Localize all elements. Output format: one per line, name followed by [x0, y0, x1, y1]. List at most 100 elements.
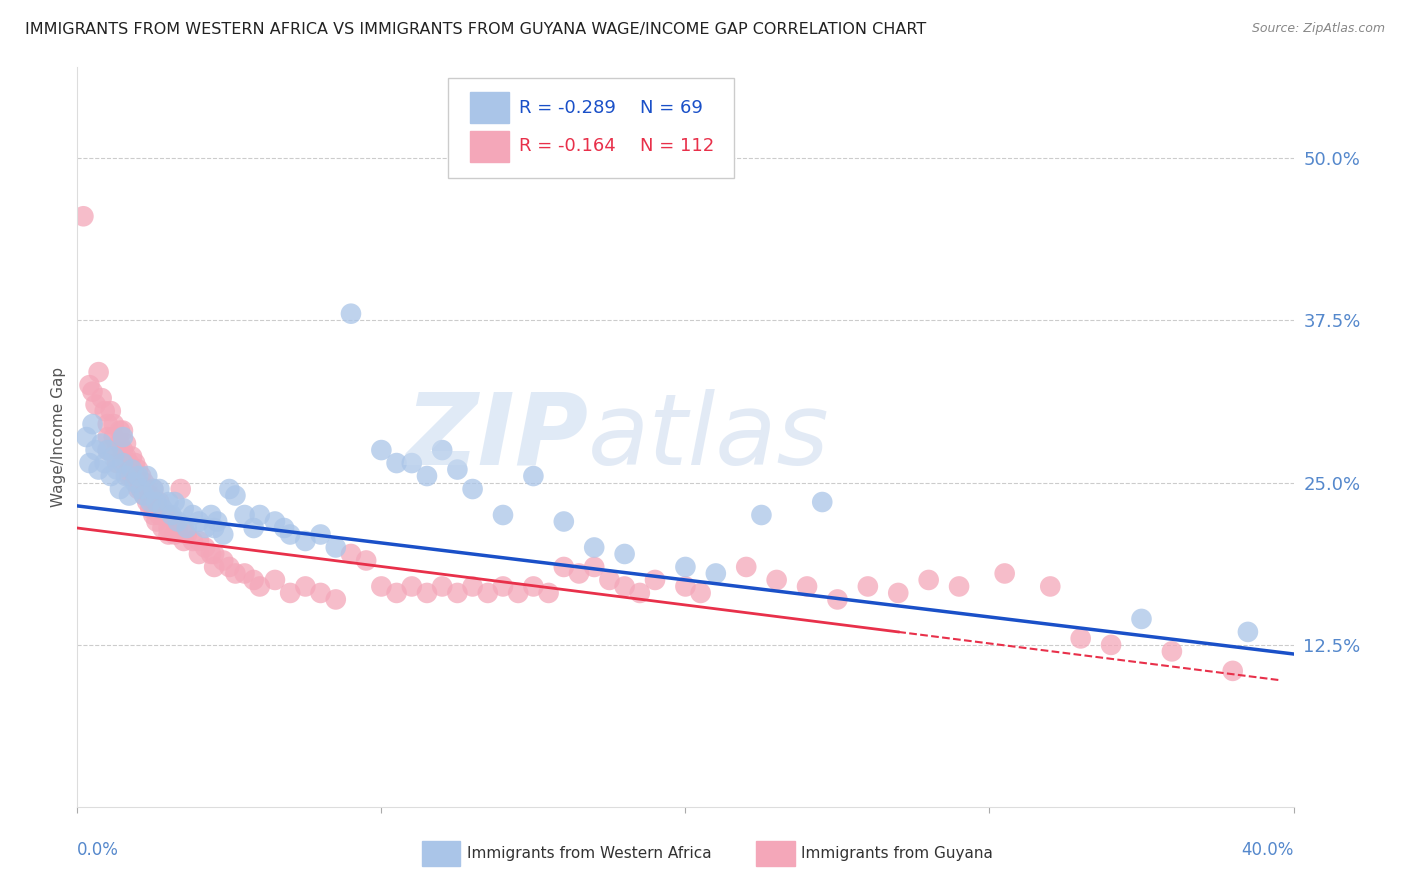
Point: [887, 586, 910, 600]
Point: [765, 573, 787, 587]
Point: [194, 541, 217, 555]
Point: [340, 307, 363, 321]
Text: atlas: atlas: [588, 389, 830, 485]
Point: [97, 417, 120, 431]
Point: [212, 527, 235, 541]
Point: [148, 482, 170, 496]
Point: [148, 508, 170, 522]
Text: R = -0.164: R = -0.164: [519, 137, 616, 155]
Point: [176, 521, 198, 535]
Point: [170, 482, 193, 496]
Point: [129, 482, 152, 496]
Point: [173, 501, 195, 516]
Point: [264, 573, 287, 587]
Point: [273, 521, 295, 535]
Point: [553, 560, 575, 574]
Point: [416, 469, 439, 483]
Point: [188, 533, 211, 548]
Point: [675, 579, 697, 593]
Point: [142, 482, 165, 496]
Point: [294, 579, 316, 593]
Point: [385, 456, 408, 470]
FancyBboxPatch shape: [470, 92, 509, 123]
Point: [136, 469, 159, 483]
Point: [508, 586, 530, 600]
Text: 40.0%: 40.0%: [1241, 840, 1294, 859]
Point: [200, 547, 222, 561]
Point: [194, 521, 217, 535]
Point: [87, 462, 110, 476]
Text: R = -0.289: R = -0.289: [519, 99, 616, 117]
Point: [111, 456, 134, 470]
Point: [856, 579, 879, 593]
FancyBboxPatch shape: [756, 841, 794, 866]
Point: [918, 573, 941, 587]
Point: [205, 515, 228, 529]
Point: [84, 398, 107, 412]
Point: [1039, 579, 1062, 593]
Point: [994, 566, 1017, 581]
Point: [249, 579, 271, 593]
Point: [385, 586, 408, 600]
Point: [202, 521, 225, 535]
Point: [461, 482, 484, 496]
Point: [796, 579, 818, 593]
Point: [461, 579, 484, 593]
Point: [1222, 664, 1244, 678]
Point: [212, 553, 235, 567]
Point: [218, 482, 240, 496]
FancyBboxPatch shape: [449, 78, 734, 178]
Point: [121, 450, 143, 464]
Point: [93, 456, 115, 470]
Point: [157, 521, 180, 535]
Point: [553, 515, 575, 529]
Point: [233, 508, 256, 522]
Point: [121, 462, 143, 476]
FancyBboxPatch shape: [422, 841, 460, 866]
Point: [100, 404, 122, 418]
Point: [111, 456, 134, 470]
Point: [129, 469, 152, 483]
Point: [105, 456, 128, 470]
Point: [173, 521, 195, 535]
Point: [173, 533, 195, 548]
Point: [115, 436, 138, 450]
Point: [163, 515, 186, 529]
Point: [82, 384, 104, 399]
Point: [568, 566, 591, 581]
Point: [200, 508, 222, 522]
Point: [129, 482, 152, 496]
Point: [675, 560, 697, 574]
Point: [537, 586, 560, 600]
Point: [145, 501, 167, 516]
Y-axis label: Wage/Income Gap: Wage/Income Gap: [51, 367, 66, 508]
Point: [82, 417, 104, 431]
Point: [1237, 624, 1260, 639]
Point: [224, 566, 246, 581]
Point: [202, 560, 225, 574]
Point: [97, 443, 120, 458]
Point: [340, 547, 363, 561]
Point: [142, 482, 165, 496]
Point: [75, 430, 97, 444]
Point: [157, 495, 180, 509]
Point: [72, 209, 94, 223]
Point: [294, 533, 316, 548]
Point: [111, 443, 134, 458]
Point: [689, 586, 711, 600]
Point: [145, 515, 167, 529]
Point: [157, 527, 180, 541]
Point: [278, 586, 301, 600]
Point: [166, 515, 188, 529]
Point: [100, 469, 122, 483]
Point: [145, 495, 167, 509]
Text: N = 69: N = 69: [640, 99, 703, 117]
Point: [644, 573, 666, 587]
Point: [948, 579, 970, 593]
Point: [522, 579, 544, 593]
Point: [278, 527, 301, 541]
Point: [108, 436, 131, 450]
Point: [613, 579, 636, 593]
Point: [827, 592, 849, 607]
Point: [242, 521, 264, 535]
